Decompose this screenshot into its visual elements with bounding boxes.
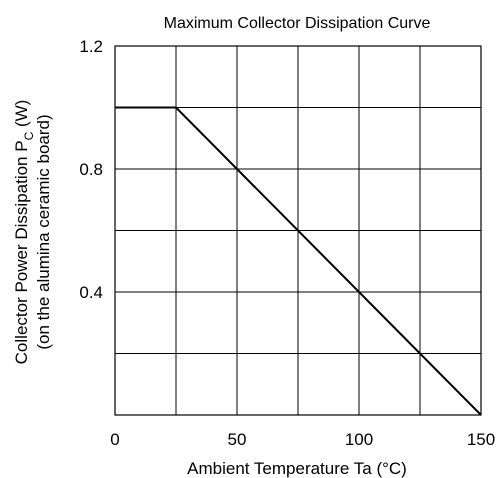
y-axis-label-suffix: (W) (12, 100, 31, 132)
x-tick-label: 0 (110, 430, 119, 449)
y-axis-label-prefix: Collector Power Dissipation P (12, 140, 31, 364)
y-axis-label-line2: (on the alumina ceramic board) (34, 114, 53, 349)
x-tick-label: 100 (345, 430, 373, 449)
series-layer (115, 106, 482, 416)
y-axis-label-2: (on the alumina ceramic board) (34, 114, 53, 349)
y-tick-label: 0.8 (79, 160, 103, 179)
y-axis-label: Collector Power Dissipation PC (W) (12, 100, 36, 365)
x-axis-label: Ambient Temperature Ta (°C) (187, 459, 407, 478)
x-tick-label: 50 (228, 430, 247, 449)
plot-frame (114, 45, 482, 416)
y-tick-labels: 0.4 0.8 1.2 (79, 37, 103, 302)
dissipation-curve (115, 106, 482, 416)
y-tick-label: 0.4 (79, 283, 103, 302)
x-tick-label: 150 (467, 430, 495, 449)
y-axis-label-line1: Collector Power Dissipation PC (W) (12, 100, 36, 365)
chart-title: Maximum Collector Dissipation Curve (164, 15, 431, 32)
y-axis-label-subscript: C (22, 131, 36, 140)
x-tick-labels: 0 50 100 150 (110, 430, 495, 449)
y-tick-label: 1.2 (79, 37, 103, 56)
